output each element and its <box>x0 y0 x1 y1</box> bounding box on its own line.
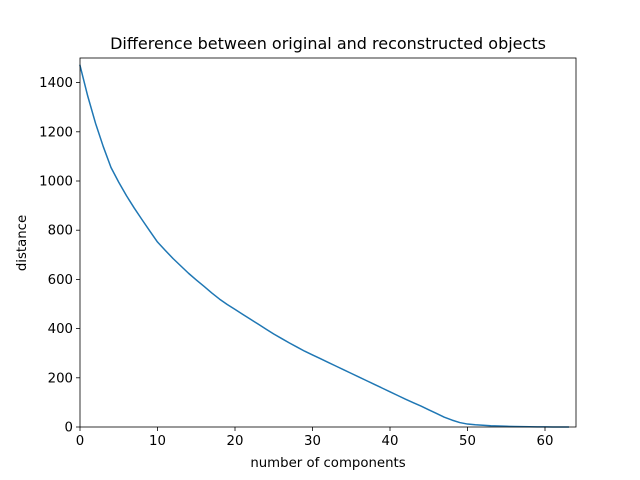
plot-frame <box>79 57 577 428</box>
x-tick-label: 0 <box>76 434 84 449</box>
y-axis-ticks: 0 200 400 600 800 1000 1200 1400 <box>39 76 80 436</box>
y-tick-label: 600 <box>48 273 73 288</box>
series-line <box>79 64 570 428</box>
x-axis-ticks: 0 10 20 30 40 50 60 <box>76 427 554 449</box>
x-tick-label: 20 <box>227 434 244 449</box>
y-tick-label: 800 <box>48 224 73 239</box>
y-tick-label: 200 <box>48 371 73 386</box>
x-tick-label: 60 <box>537 434 554 449</box>
x-tick-label: 40 <box>382 434 399 449</box>
y-tick-label: 400 <box>48 322 73 337</box>
y-tick-label: 1000 <box>39 175 73 190</box>
plot-area <box>79 57 577 428</box>
x-axis-label: number of components <box>250 456 405 471</box>
chart-title: Difference between original and reconstr… <box>110 34 546 53</box>
y-axis-label: distance <box>15 215 30 271</box>
y-tick-label: 1200 <box>39 125 73 140</box>
x-tick-label: 50 <box>459 434 476 449</box>
x-tick-label: 10 <box>149 434 166 449</box>
y-tick-label: 1400 <box>39 76 73 91</box>
x-tick-label: 30 <box>304 434 321 449</box>
y-tick-label: 0 <box>65 421 73 436</box>
